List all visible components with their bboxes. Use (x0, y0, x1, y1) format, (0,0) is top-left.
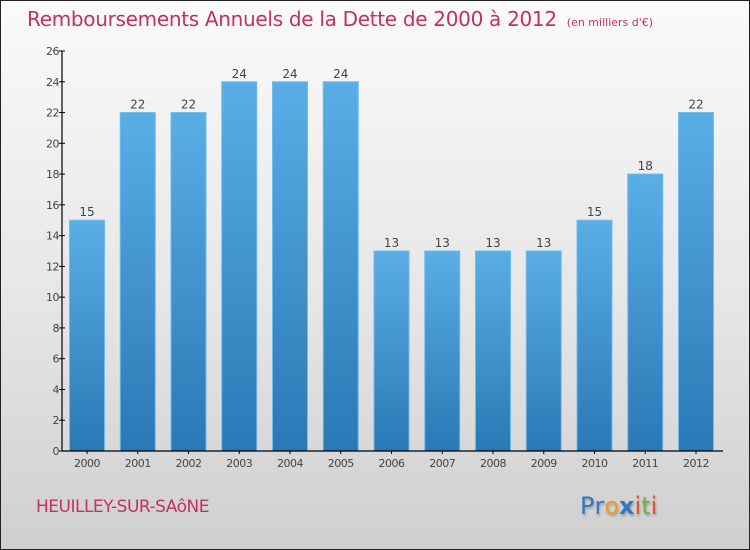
x-tick-label: 2007 (429, 457, 455, 470)
data-label-2004: 24 (282, 67, 297, 81)
data-label-2011: 18 (638, 159, 653, 173)
data-label-2005: 24 (333, 67, 348, 81)
y-tick-label: 8 (53, 322, 60, 335)
y-tick-label: 18 (46, 168, 59, 181)
logo-letter: t (641, 492, 651, 520)
data-label-2007: 13 (435, 236, 450, 250)
data-label-2000: 15 (79, 205, 94, 219)
bar-2000 (69, 219, 105, 452)
x-tick-label: 2004 (277, 457, 303, 470)
logo-letter: r (594, 492, 605, 520)
logo-letter: i (650, 492, 658, 520)
proxiti-logo[interactable]: Proxiti (580, 492, 657, 520)
bar-2004 (272, 81, 308, 452)
y-tick-label: 0 (53, 445, 60, 458)
x-tick-label: 2003 (226, 457, 252, 470)
x-tick-label: 2002 (176, 457, 202, 470)
logo-letter: i (634, 492, 642, 520)
bar-2006 (373, 250, 410, 452)
logo-letter: P (580, 492, 595, 520)
bar-2010 (576, 219, 613, 452)
x-tick-label: 2012 (683, 457, 709, 470)
data-label-2001: 22 (130, 98, 145, 112)
data-label-2008: 13 (485, 236, 500, 250)
data-label-2003: 24 (232, 67, 247, 81)
y-tick-label: 10 (46, 291, 59, 304)
bar-2011 (627, 173, 664, 452)
logo-letter: o (604, 492, 620, 520)
y-tick-label: 24 (46, 76, 59, 89)
x-tick-label: 2005 (328, 457, 354, 470)
y-tick-label: 12 (46, 260, 59, 273)
x-tick-label: 2006 (379, 457, 405, 470)
x-axis: 2000 2001 2002 2003 2004 2005 2006 2007 2008 2009… (62, 450, 723, 470)
unit-note: (en milliers d'€) (566, 16, 654, 29)
data-label-2012: 22 (688, 98, 703, 112)
data-label-2002: 22 (181, 98, 196, 112)
bar-2012 (678, 112, 714, 452)
logo-letter: x (619, 492, 635, 520)
y-tick-label: 4 (53, 383, 60, 396)
title-text: Remboursements Annuels de la Dette de 20… (27, 7, 557, 31)
x-tick-label: 2011 (632, 457, 658, 470)
commune-name: HEUILLEY-SUR-SAôNE (36, 497, 209, 517)
bar-2009 (525, 250, 562, 452)
chart-title: Remboursements Annuels de la Dette de 20… (27, 7, 653, 31)
bar-2005 (322, 81, 359, 452)
bars-group: 15 22 22 24 24 24 13 13 13 13 15 18 22 (69, 67, 714, 452)
data-label-2010: 15 (587, 205, 602, 219)
y-tick-label: 16 (46, 199, 59, 212)
data-label-2009: 13 (536, 236, 551, 250)
y-tick-label: 26 (46, 45, 59, 58)
x-tick-label: 2009 (531, 457, 557, 470)
bar-2001 (119, 112, 156, 452)
bar-2007 (424, 250, 461, 452)
y-tick-label: 20 (46, 137, 59, 150)
y-tick-label: 2 (53, 414, 60, 427)
x-tick-label: 2008 (480, 457, 506, 470)
bar-2002 (170, 112, 207, 452)
x-tick-label: 2001 (125, 457, 151, 470)
y-tick-label: 14 (46, 230, 59, 243)
bar-2008 (475, 250, 511, 452)
data-label-2006: 13 (384, 236, 399, 250)
y-tick-label: 22 (46, 107, 59, 120)
y-tick-label: 6 (53, 353, 60, 366)
bar-2003 (221, 81, 258, 452)
x-tick-label: 2010 (582, 457, 608, 470)
x-tick-label: 2000 (74, 457, 100, 470)
